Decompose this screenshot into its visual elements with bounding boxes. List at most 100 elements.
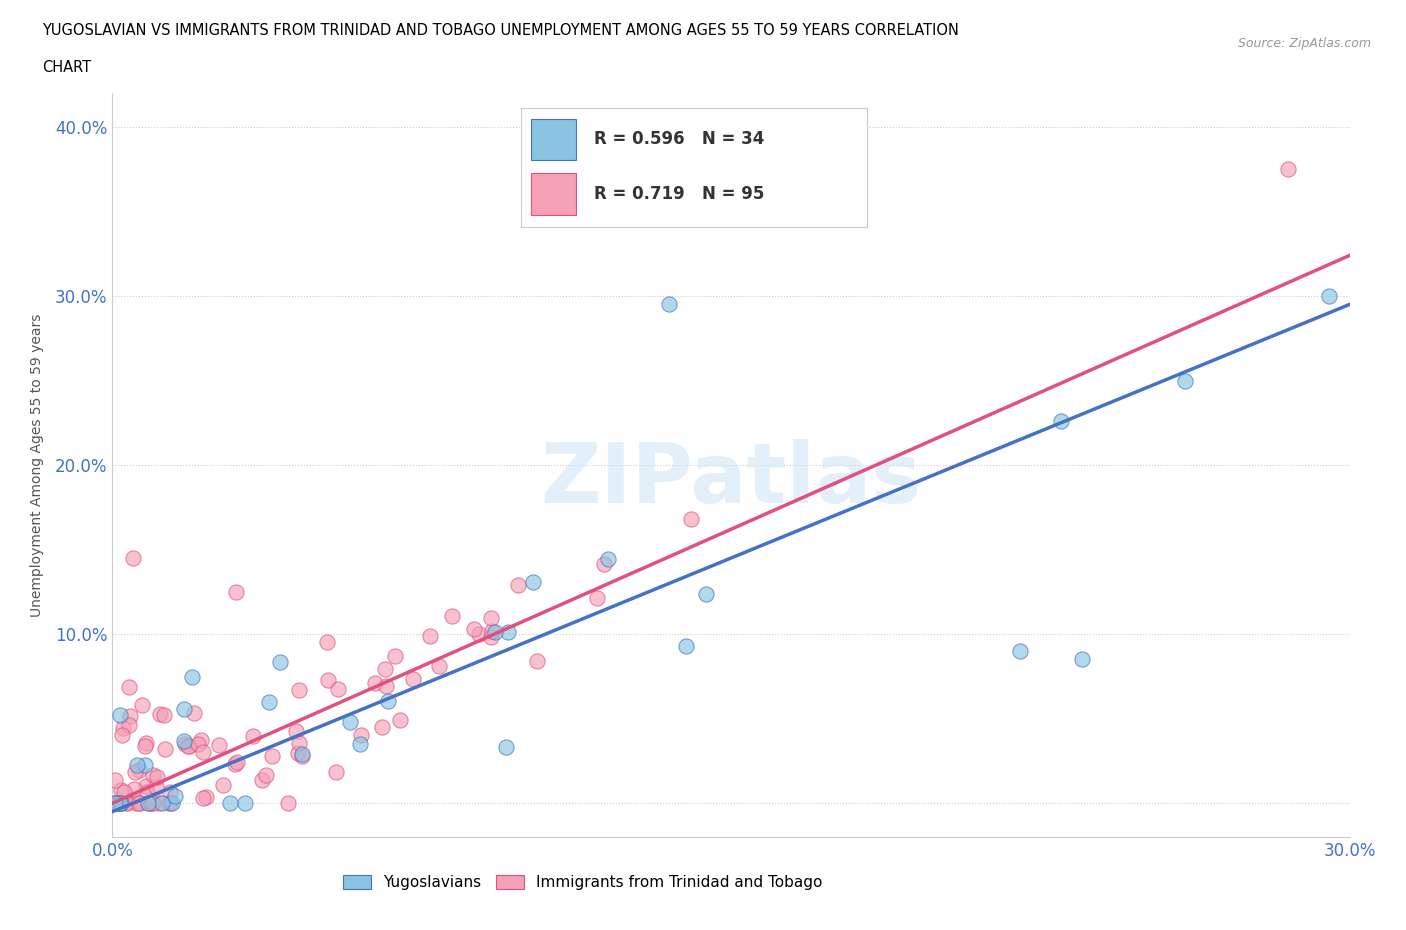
Immigrants from Trinidad and Tobago <box>467 627 489 642</box>
Immigrants from Trinidad and Tobago <box>107 796 129 811</box>
Immigrants from Trinidad and Tobago <box>136 784 159 799</box>
Immigrants from Trinidad and Tobago <box>177 738 200 753</box>
Immigrants from Trinidad and Tobago <box>128 796 150 811</box>
Yugoslavians <box>181 670 204 684</box>
Immigrants from Trinidad and Tobago <box>375 679 398 694</box>
Immigrants from Trinidad and Tobago <box>110 783 132 798</box>
Immigrants from Trinidad and Tobago <box>128 763 150 777</box>
Immigrants from Trinidad and Tobago <box>388 713 411 728</box>
Immigrants from Trinidad and Tobago <box>148 796 170 811</box>
Immigrants from Trinidad and Tobago <box>187 737 209 751</box>
Immigrants from Trinidad and Tobago <box>141 796 163 811</box>
Yugoslavians <box>1317 288 1340 303</box>
Text: CHART: CHART <box>42 60 91 75</box>
Immigrants from Trinidad and Tobago <box>242 728 264 743</box>
Immigrants from Trinidad and Tobago <box>111 727 134 742</box>
Yugoslavians <box>108 708 131 723</box>
Yugoslavians <box>1070 652 1092 667</box>
Immigrants from Trinidad and Tobago <box>174 737 197 751</box>
Immigrants from Trinidad and Tobago <box>212 777 235 792</box>
Immigrants from Trinidad and Tobago <box>125 796 148 811</box>
Yugoslavians <box>291 747 314 762</box>
Yugoslavians <box>134 757 156 772</box>
Yugoslavians <box>173 702 195 717</box>
Immigrants from Trinidad and Tobago <box>105 796 128 811</box>
Immigrants from Trinidad and Tobago <box>124 764 146 779</box>
Yugoslavians <box>160 796 183 811</box>
Immigrants from Trinidad and Tobago <box>112 785 135 800</box>
Yugoslavians <box>349 736 371 751</box>
Yugoslavians <box>163 789 186 804</box>
Immigrants from Trinidad and Tobago <box>138 796 160 811</box>
Immigrants from Trinidad and Tobago <box>225 584 247 599</box>
Immigrants from Trinidad and Tobago <box>142 796 165 811</box>
Immigrants from Trinidad and Tobago <box>112 721 135 736</box>
Yugoslavians <box>150 796 173 811</box>
Immigrants from Trinidad and Tobago <box>122 551 145 565</box>
Immigrants from Trinidad and Tobago <box>107 796 129 811</box>
Yugoslavians <box>695 586 717 601</box>
Yugoslavians <box>1050 414 1073 429</box>
Text: Source: ZipAtlas.com: Source: ZipAtlas.com <box>1237 37 1371 50</box>
Immigrants from Trinidad and Tobago <box>155 742 177 757</box>
Text: YUGOSLAVIAN VS IMMIGRANTS FROM TRINIDAD AND TOBAGO UNEMPLOYMENT AMONG AGES 55 TO: YUGOSLAVIAN VS IMMIGRANTS FROM TRINIDAD … <box>42 23 959 38</box>
Immigrants from Trinidad and Tobago <box>681 512 703 526</box>
Yugoslavians <box>522 575 544 590</box>
Immigrants from Trinidad and Tobago <box>481 611 503 626</box>
Immigrants from Trinidad and Tobago <box>149 707 172 722</box>
Yugoslavians <box>1008 644 1031 658</box>
Immigrants from Trinidad and Tobago <box>284 724 307 739</box>
Immigrants from Trinidad and Tobago <box>157 796 180 811</box>
Legend: Yugoslavians, Immigrants from Trinidad and Tobago: Yugoslavians, Immigrants from Trinidad a… <box>337 869 828 897</box>
Immigrants from Trinidad and Tobago <box>115 796 138 811</box>
Yugoslavians <box>108 796 131 811</box>
Immigrants from Trinidad and Tobago <box>191 791 214 806</box>
Yugoslavians <box>110 796 132 811</box>
Immigrants from Trinidad and Tobago <box>1277 162 1299 177</box>
Immigrants from Trinidad and Tobago <box>117 718 139 733</box>
Yugoslavians <box>658 297 681 312</box>
Immigrants from Trinidad and Tobago <box>159 785 181 800</box>
Immigrants from Trinidad and Tobago <box>260 749 283 764</box>
Immigrants from Trinidad and Tobago <box>374 662 396 677</box>
Immigrants from Trinidad and Tobago <box>288 736 311 751</box>
Immigrants from Trinidad and Tobago <box>479 630 502 644</box>
Yugoslavians <box>218 796 240 811</box>
Immigrants from Trinidad and Tobago <box>195 790 218 804</box>
Yugoslavians <box>1174 374 1197 389</box>
Yugoslavians <box>675 639 697 654</box>
Immigrants from Trinidad and Tobago <box>118 709 141 724</box>
Immigrants from Trinidad and Tobago <box>254 767 277 782</box>
Immigrants from Trinidad and Tobago <box>110 796 132 811</box>
Immigrants from Trinidad and Tobago <box>122 781 145 796</box>
Immigrants from Trinidad and Tobago <box>115 796 138 811</box>
Immigrants from Trinidad and Tobago <box>134 738 156 753</box>
Yugoslavians <box>104 796 127 811</box>
Immigrants from Trinidad and Tobago <box>419 628 441 643</box>
Immigrants from Trinidad and Tobago <box>316 635 339 650</box>
Yugoslavians <box>495 740 517 755</box>
Immigrants from Trinidad and Tobago <box>139 796 162 811</box>
Text: ZIPatlas: ZIPatlas <box>541 439 921 521</box>
Immigrants from Trinidad and Tobago <box>401 671 423 686</box>
Yugoslavians <box>484 625 506 640</box>
Immigrants from Trinidad and Tobago <box>145 769 167 784</box>
Immigrants from Trinidad and Tobago <box>250 773 273 788</box>
Immigrants from Trinidad and Tobago <box>207 737 229 752</box>
Immigrants from Trinidad and Tobago <box>135 736 157 751</box>
Immigrants from Trinidad and Tobago <box>104 796 127 811</box>
Immigrants from Trinidad and Tobago <box>277 796 299 811</box>
Immigrants from Trinidad and Tobago <box>142 768 165 783</box>
Immigrants from Trinidad and Tobago <box>128 796 150 811</box>
Immigrants from Trinidad and Tobago <box>586 591 609 605</box>
Immigrants from Trinidad and Tobago <box>364 675 387 690</box>
Immigrants from Trinidad and Tobago <box>226 754 249 769</box>
Yugoslavians <box>136 796 159 811</box>
Immigrants from Trinidad and Tobago <box>183 706 205 721</box>
Immigrants from Trinidad and Tobago <box>190 732 212 747</box>
Immigrants from Trinidad and Tobago <box>328 682 350 697</box>
Immigrants from Trinidad and Tobago <box>159 796 181 811</box>
Immigrants from Trinidad and Tobago <box>463 622 485 637</box>
Yugoslavians <box>233 796 256 811</box>
Immigrants from Trinidad and Tobago <box>384 648 406 663</box>
